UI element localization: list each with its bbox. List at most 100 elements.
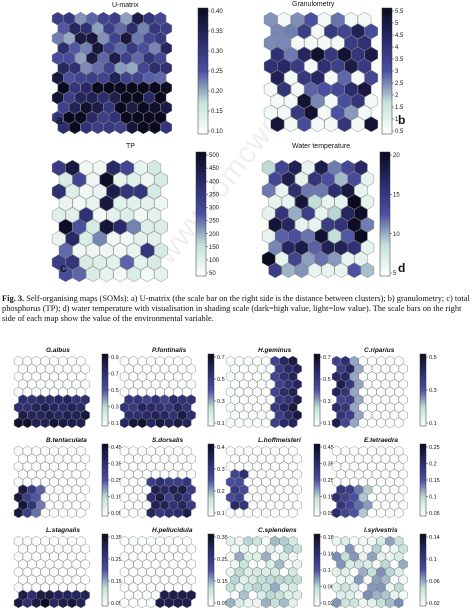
species-l-stagnalis-tick-label: 0.35 bbox=[111, 535, 122, 541]
species-c-splendens-tick-label: 0.02 bbox=[323, 601, 334, 607]
panel-b-tick-label: 0.5 bbox=[395, 129, 404, 135]
species-p-fontinalis-hex bbox=[186, 378, 196, 390]
panel-d-hex bbox=[354, 182, 368, 199]
species-h-geminus-hex bbox=[292, 378, 302, 390]
panel-b-hex bbox=[331, 11, 345, 28]
species-l-hoffmeisteri-hex bbox=[225, 507, 236, 519]
panel-d-hex bbox=[281, 239, 295, 256]
panel-a-hex bbox=[114, 41, 127, 55]
panel-c-hex bbox=[85, 242, 100, 259]
panel-d-hex bbox=[275, 182, 289, 199]
species-g-albus-hex bbox=[76, 371, 86, 382]
panel-a-hex bbox=[114, 120, 127, 135]
panel-b-hex bbox=[297, 69, 311, 86]
panel-c-hex bbox=[92, 230, 107, 247]
species-p-fontinalis-hex bbox=[159, 363, 170, 375]
species-c-riparius-title: C.riparius bbox=[364, 347, 395, 354]
species-l-hoffmeisteri-hex bbox=[288, 476, 298, 488]
panel-a-hex bbox=[154, 51, 167, 65]
species-e-tetraedra-hex bbox=[398, 468, 408, 480]
panel-b-hex bbox=[284, 116, 298, 133]
panel-b-hex bbox=[297, 93, 311, 109]
species-e-tetraedra-tick-label: 0.1 bbox=[429, 494, 437, 500]
panel-c-colorbar bbox=[195, 151, 207, 277]
panel-b-hex bbox=[284, 93, 298, 109]
species-g-albus-tick-label: 0.9 bbox=[111, 355, 119, 361]
species-h-pellucidula-hex bbox=[159, 558, 170, 570]
panel-a-hex bbox=[154, 91, 167, 105]
panel-b-hex bbox=[304, 35, 318, 51]
species-l-hoffmeisteri-colorbar bbox=[313, 443, 321, 517]
panel-a-hex bbox=[74, 31, 87, 46]
panel-d-hex bbox=[308, 194, 322, 210]
panel-a-hex bbox=[148, 81, 161, 95]
panel-a-tick-label: 0.10 bbox=[211, 129, 223, 135]
panel-d-hex bbox=[268, 262, 282, 279]
panel-b-hex bbox=[277, 104, 291, 121]
panel-b-hex bbox=[364, 46, 378, 63]
caption-label: Fig. 3. bbox=[2, 294, 25, 303]
panel-b-hex bbox=[324, 23, 338, 40]
species-h-pellucidula-tick-label: 0.25 bbox=[217, 557, 228, 563]
panel-a-hex bbox=[63, 71, 75, 85]
panel-d-title: Water temperature bbox=[292, 143, 350, 150]
panel-b-hex bbox=[337, 69, 352, 86]
species-c-splendens-hex bbox=[288, 566, 298, 578]
species-s-dorsalis-tick-label: 0.2 bbox=[217, 489, 225, 495]
species-i-sylvestris-colorbar bbox=[419, 533, 427, 607]
panel-c-hex bbox=[58, 242, 73, 259]
panel-c-hex bbox=[113, 195, 128, 212]
panel-b-tick-label: 3.5 bbox=[395, 57, 404, 63]
species-h-pellucidula-hex bbox=[159, 543, 170, 555]
panel-b-hex bbox=[364, 69, 378, 86]
panel-a-hex bbox=[63, 110, 75, 125]
species-l-stagnalis-hex bbox=[80, 558, 90, 570]
panel-d-hex bbox=[294, 194, 309, 210]
panel-c-hex bbox=[126, 171, 141, 188]
panel-c-hex bbox=[65, 230, 80, 247]
species-e-tetraedra-hex bbox=[394, 476, 404, 488]
panel-b-hex bbox=[304, 11, 318, 28]
panel-b-hex bbox=[297, 46, 311, 63]
panel-b-hex bbox=[351, 69, 365, 86]
species-s-dorsalis-colorbar bbox=[207, 443, 215, 517]
panel-d-hex bbox=[321, 194, 335, 210]
panel-d-hex bbox=[308, 171, 322, 187]
panel-c-hex bbox=[72, 266, 87, 283]
panel-c-hex bbox=[147, 159, 162, 176]
panel-b-hex bbox=[310, 23, 325, 40]
panel-b-hex bbox=[357, 81, 372, 98]
panel-c-title: TP bbox=[126, 143, 135, 150]
species-l-hoffmeisteri-tick-label: 0.05 bbox=[323, 511, 334, 517]
panel-c-hex bbox=[92, 254, 107, 271]
species-e-tetraedra-hex bbox=[398, 453, 408, 465]
panel-c-hex bbox=[133, 207, 148, 224]
species-l-hoffmeisteri-hex bbox=[292, 468, 302, 480]
species-p-fontinalis-title: P.fontinalis bbox=[152, 347, 187, 354]
panel-b-hex bbox=[297, 116, 311, 133]
species-c-riparius-colorbar bbox=[419, 353, 427, 427]
panel-c-hex bbox=[99, 171, 114, 188]
panel-d-hex bbox=[294, 216, 309, 233]
species-b-tentaculata-hex bbox=[13, 507, 23, 519]
panel-b-hex bbox=[357, 104, 372, 121]
panel-c-hex bbox=[147, 207, 162, 224]
panel-c-tick-label: 50 bbox=[209, 271, 216, 277]
panel-a-hex bbox=[68, 41, 81, 55]
panel-d-hex bbox=[360, 194, 375, 210]
species-c-riparius-hex bbox=[398, 363, 408, 375]
species-p-fontinalis-tick-label: 0.5 bbox=[217, 377, 225, 383]
panel-b-hex bbox=[344, 11, 358, 28]
panel-a-hex bbox=[120, 71, 133, 85]
panel-b-hex bbox=[317, 104, 332, 121]
panel-c-hex bbox=[92, 183, 107, 200]
panel-c-hex bbox=[72, 242, 87, 259]
species-h-geminus-hex bbox=[292, 363, 302, 375]
panel-b-hex bbox=[324, 116, 338, 133]
panel-b-hex bbox=[344, 104, 358, 121]
panel-c-hex bbox=[140, 171, 155, 188]
panel-a-hex bbox=[103, 100, 115, 115]
panel-d-hex bbox=[301, 182, 315, 199]
panel-c-hex bbox=[154, 266, 168, 283]
species-h-pellucidula-hex bbox=[182, 566, 192, 578]
